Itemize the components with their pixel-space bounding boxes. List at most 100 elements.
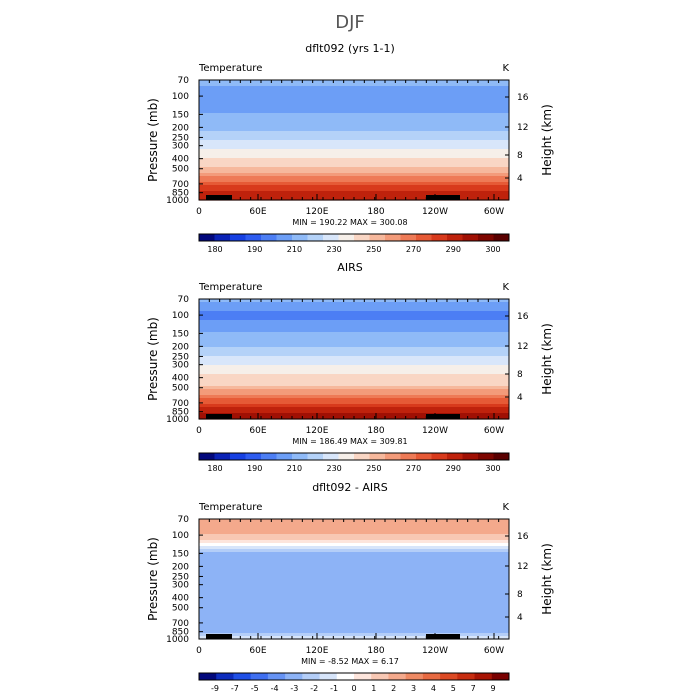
field-band — [199, 561, 509, 565]
field-band — [199, 365, 509, 369]
field-band — [199, 371, 509, 375]
field-band — [199, 308, 509, 312]
colorbar-swatch — [307, 234, 324, 241]
y2-axis-title: Height (km) — [540, 104, 554, 175]
colorbar-swatch — [199, 673, 217, 680]
colorbar-label: 230 — [327, 464, 342, 473]
field-band — [199, 86, 509, 90]
field-band — [199, 119, 509, 123]
y2-axis-title: Height (km) — [540, 543, 554, 614]
colorbar-frame — [198, 672, 510, 681]
panel-title: dflt092 - AIRS — [312, 481, 388, 494]
colorbar-swatch — [369, 453, 386, 460]
field-band — [199, 389, 509, 393]
colorbar-label: 180 — [207, 245, 222, 254]
variable-label: Temperature — [198, 282, 262, 293]
pressure-tick-label: 400 — [172, 155, 189, 165]
field-band — [199, 323, 509, 327]
lon-tick-label: 180 — [367, 646, 384, 656]
colorbar-label: -7 — [231, 684, 239, 693]
topography-mask — [206, 195, 232, 200]
pressure-tick-label: 500 — [172, 165, 189, 175]
pressure-tick-label: 1000 — [166, 635, 189, 645]
lon-tick-label: 60E — [249, 426, 266, 436]
height-tick-label: 16 — [517, 532, 529, 542]
colorbar-label: 210 — [287, 245, 302, 254]
pressure-tick-label: 700 — [172, 619, 189, 629]
height-tick-label: 16 — [517, 93, 529, 103]
field-band — [199, 597, 509, 601]
field-band — [199, 347, 509, 351]
pressure-tick-label: 150 — [172, 549, 189, 559]
field-band — [199, 95, 509, 99]
colorbar-swatch — [371, 673, 389, 680]
colorbar-swatch — [214, 453, 231, 460]
colorbar-swatch — [491, 673, 510, 680]
colorbar-swatch — [250, 673, 269, 680]
colorbar-swatch — [385, 453, 401, 460]
field-band — [199, 368, 509, 372]
pressure-tick-label: 850 — [172, 628, 189, 638]
colorbar-swatch — [276, 453, 293, 460]
chart-panel-1: dflt092 (yrs 1-1) Temperature K 70 100 150 200… — [146, 42, 554, 254]
colorbar-swatch — [474, 673, 493, 680]
colorbar-label: -3 — [290, 684, 298, 693]
colorbar-label: 7 — [471, 684, 476, 693]
colorbar-label: 270 — [406, 245, 421, 254]
colorbar-label: 290 — [446, 464, 461, 473]
pressure-tick-label: 300 — [172, 581, 189, 591]
pressure-tick-label: 1000 — [166, 415, 189, 425]
colorbar-label: 250 — [366, 464, 381, 473]
colorbar-label: 1 — [371, 684, 376, 693]
field-band — [199, 591, 509, 595]
height-tick-label: 4 — [517, 174, 523, 184]
units-label: K — [502, 502, 509, 513]
height-tick-label: 8 — [517, 590, 523, 600]
field-band — [199, 582, 509, 586]
field-band — [199, 573, 509, 577]
height-tick-label: 4 — [517, 613, 523, 623]
pressure-tick-label: 250 — [172, 572, 189, 582]
colorbar-swatch — [199, 234, 215, 241]
field-band — [199, 413, 509, 417]
field-band — [199, 137, 509, 141]
field-band — [199, 377, 509, 381]
field-band — [199, 374, 509, 378]
height-tick-label: 12 — [517, 562, 528, 572]
field-band — [199, 540, 509, 544]
pressure-tick-label: 700 — [172, 180, 189, 190]
field-band — [199, 338, 509, 342]
colorbar-frame — [198, 233, 510, 242]
colorbar-label: 190 — [247, 464, 262, 473]
colorbar-swatch — [416, 234, 432, 241]
colorbar-swatch — [267, 673, 286, 680]
height-tick-label: 16 — [517, 312, 529, 322]
field-band — [199, 618, 509, 622]
field-band — [199, 167, 509, 171]
field-band — [199, 305, 509, 309]
colorbar-swatch — [431, 234, 448, 241]
field-band — [199, 173, 509, 177]
colorbar-swatch — [431, 453, 448, 460]
field-band — [199, 83, 509, 87]
colorbar-swatch — [462, 234, 479, 241]
colorbar-swatch — [261, 234, 277, 241]
y-axis-title: Pressure (mb) — [146, 98, 160, 182]
colorbar-swatch — [245, 453, 262, 460]
topography-mask — [206, 634, 232, 639]
colorbar-label: -4 — [271, 684, 279, 693]
field-band — [199, 603, 509, 607]
colorbar-swatch — [440, 673, 458, 680]
field-band — [199, 410, 509, 414]
colorbar-swatch — [338, 234, 355, 241]
colorbar-label: 300 — [485, 245, 500, 254]
field-band — [199, 594, 509, 598]
field-band — [199, 555, 509, 559]
lon-tick-label: 60E — [249, 646, 266, 656]
colorbar-swatch — [447, 234, 463, 241]
panel-title: dflt092 (yrs 1-1) — [305, 42, 395, 55]
lon-tick-label: 180 — [367, 207, 384, 217]
colorbar-label: -2 — [310, 684, 318, 693]
colorbar-swatch — [369, 234, 386, 241]
